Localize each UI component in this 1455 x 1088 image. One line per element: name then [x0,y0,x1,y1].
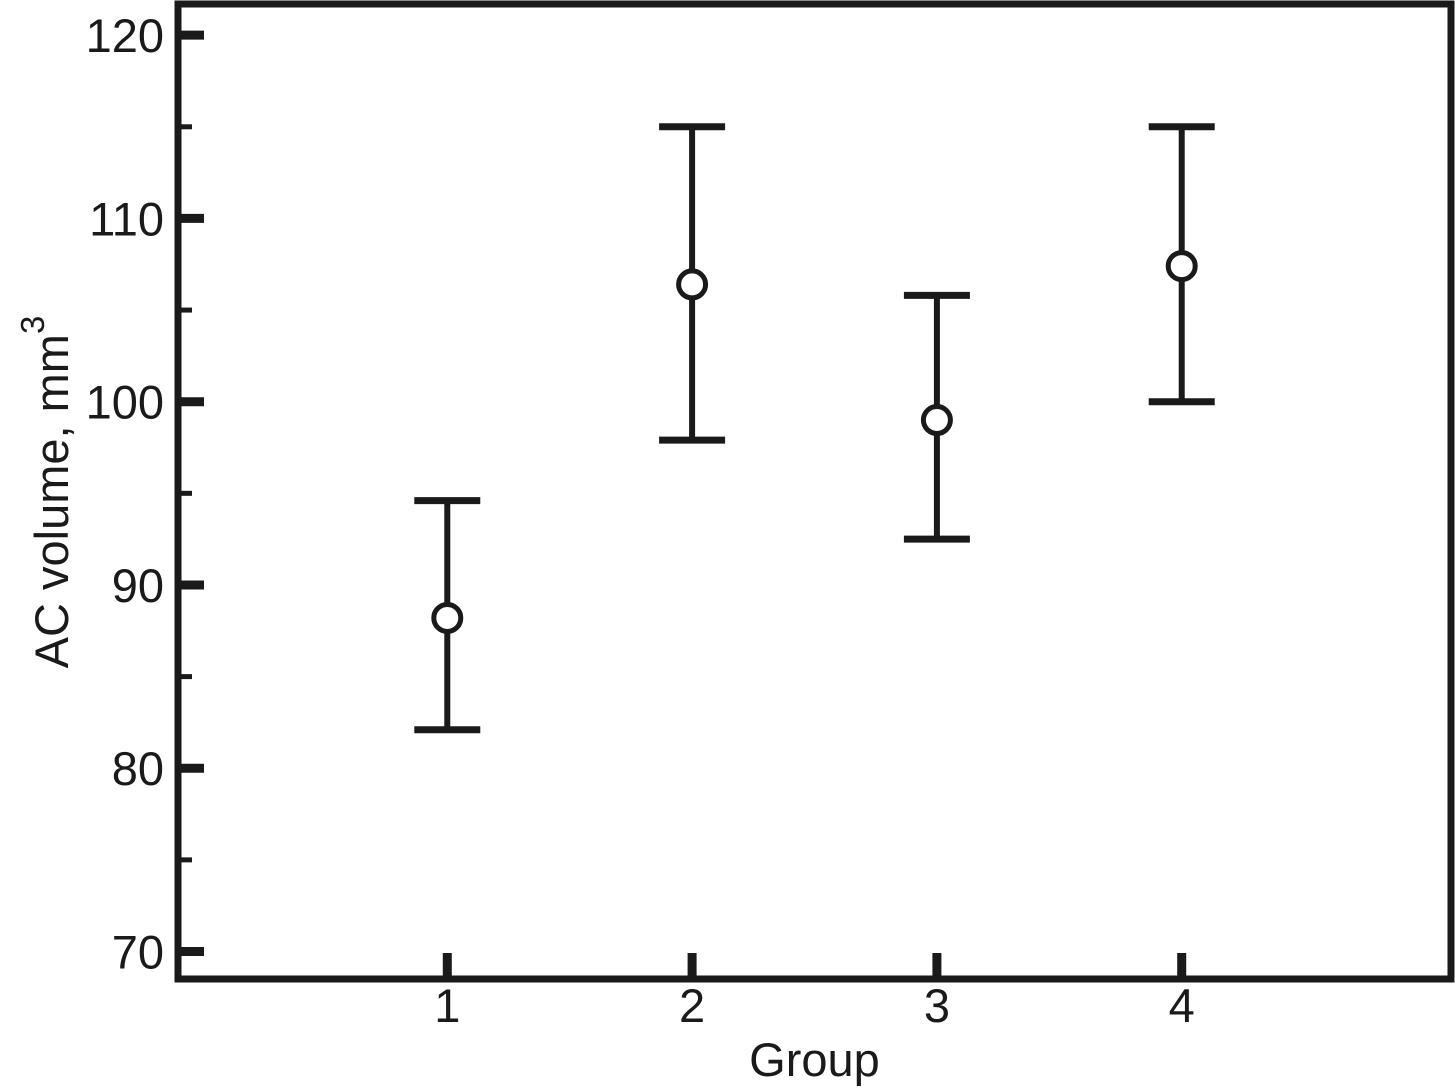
x-tick-label: 4 [1169,979,1195,1032]
x-tick-label: 1 [434,979,460,1032]
plot-frame [174,0,1455,983]
y-tick-label: 70 [112,925,164,978]
data-point-marker [431,601,464,634]
y-tick-label: 80 [112,742,164,795]
y-axis-title-superscript: 3 [14,315,51,335]
data-point-marker [920,404,953,437]
y-tick-label: 90 [112,559,164,612]
x-tick-label: 3 [924,979,950,1032]
x-axis-title: Group [749,1033,880,1086]
y-axis-title: AC volume, mm3 [14,182,86,802]
data-point-marker [1165,250,1198,283]
data-point-marker [676,268,709,301]
y-tick-label: 100 [86,376,164,429]
x-tick-label: 2 [679,979,705,1032]
y-axis-title-text: AC volume, mm [25,334,78,669]
y-tick-label: 110 [89,192,164,245]
y-tick-label: 120 [86,9,164,62]
